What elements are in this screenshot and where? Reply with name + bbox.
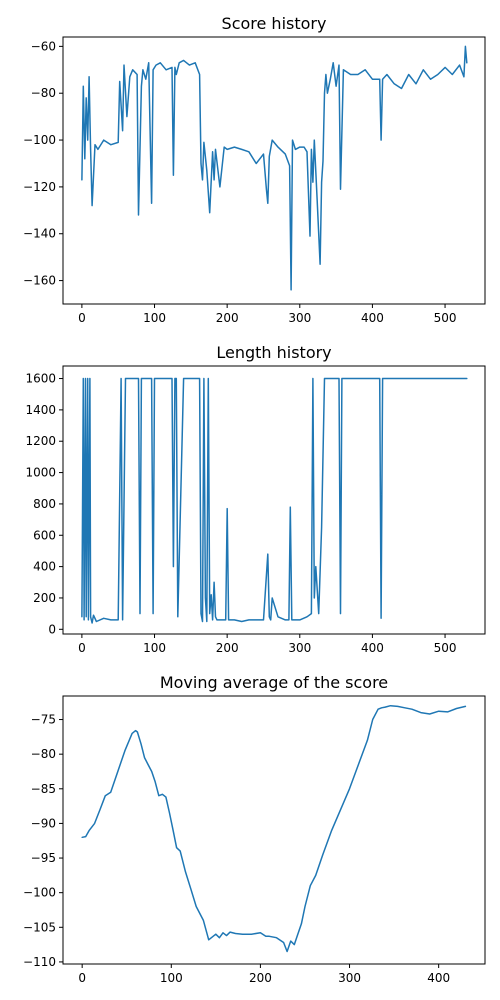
x-tick-label: 300: [288, 311, 311, 325]
x-tick-label: 200: [249, 971, 272, 985]
y-tick-label: −105: [23, 920, 56, 934]
x-tick-label: 200: [216, 641, 239, 655]
y-tick-label: 800: [33, 497, 56, 511]
x-tick-label: 100: [143, 641, 166, 655]
y-tick-label: 200: [33, 591, 56, 605]
y-tick-label: −80: [31, 747, 56, 761]
x-tick-label: 400: [427, 971, 450, 985]
series-line: [81, 704, 467, 953]
y-tick-label: −160: [23, 274, 56, 288]
y-tick-label: −80: [31, 86, 56, 100]
chart-title: Length history: [216, 343, 331, 362]
y-tick-label: −120: [23, 180, 56, 194]
y-tick-label: −90: [31, 816, 56, 830]
x-tick-label: 500: [434, 311, 457, 325]
chart-panel-3: Moving average of the score 0 100 200 300 400…: [23, 673, 486, 985]
y-tick-label: −100: [23, 886, 56, 900]
y-tick-label: 1400: [25, 403, 56, 417]
y-tick-label: 600: [33, 528, 56, 542]
axes-frame: [62, 36, 486, 305]
y-tick-label: −110: [23, 955, 56, 969]
x-tick-label: 300: [338, 971, 361, 985]
series-line: [81, 377, 468, 624]
x-tick-label: 500: [434, 641, 457, 655]
y-tick-label: 1000: [25, 466, 56, 480]
y-tick-label: −75: [31, 713, 56, 727]
series-line: [81, 45, 468, 291]
y-tick-label: 1200: [25, 434, 56, 448]
y-tick-label: 0: [48, 622, 56, 636]
y-tick-label: −100: [23, 133, 56, 147]
chart-title: Moving average of the score: [160, 673, 388, 692]
x-tick-label: 200: [216, 311, 239, 325]
x-tick-label: 400: [361, 311, 384, 325]
y-tick-label: 400: [33, 560, 56, 574]
y-tick-label: −85: [31, 782, 56, 796]
y-tick-label: −60: [31, 39, 56, 53]
x-tick-label: 400: [361, 641, 384, 655]
x-tick-label: 0: [78, 971, 86, 985]
x-tick-label: 0: [78, 641, 86, 655]
chart-panel-2: Length history 0 100 200 300 400 500 0 200 400 600…: [25, 343, 486, 655]
x-tick-label: 100: [160, 971, 183, 985]
x-tick-label: 100: [143, 311, 166, 325]
chart-title: Score history: [222, 14, 327, 33]
x-tick-label: 0: [78, 311, 86, 325]
axes-frame: [62, 365, 486, 635]
y-tick-label: −140: [23, 227, 56, 241]
y-tick-label: 1600: [25, 372, 56, 386]
y-tick-label: −95: [31, 851, 56, 865]
axes-frame: [62, 695, 486, 965]
chart-panel-1: Score history 0 100 200 300 400 500 −160 −140 −12…: [23, 14, 486, 325]
x-tick-label: 300: [288, 641, 311, 655]
